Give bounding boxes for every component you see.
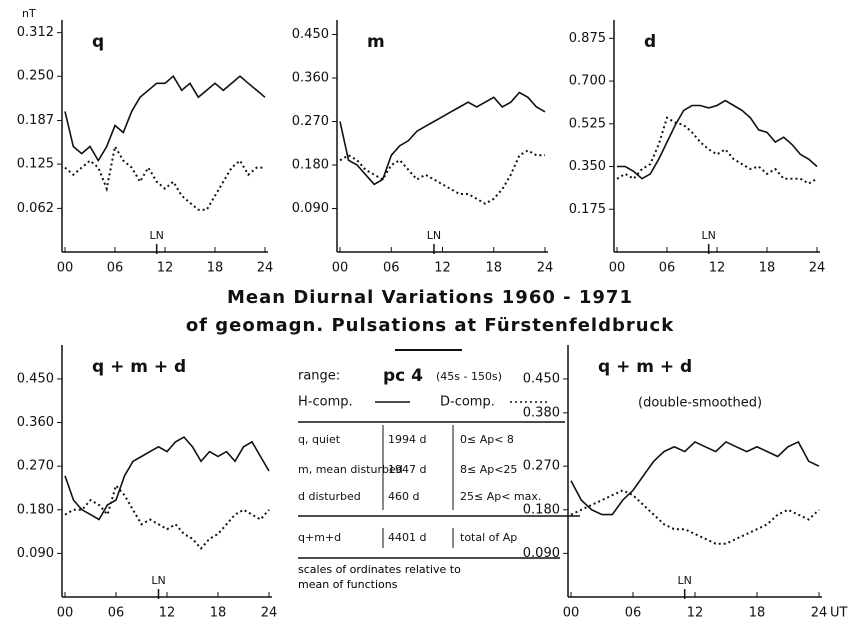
x-tick-label: 24 (537, 261, 554, 276)
info-cell: 1994 d (388, 433, 426, 446)
y-tick-label: 0.360 (17, 415, 54, 430)
y-tick-label: 0.875 (569, 31, 606, 46)
x-tick-label: 06 (108, 606, 125, 621)
y-tick-label: 0.180 (523, 502, 560, 517)
annotation: LN (149, 229, 163, 242)
chart-title: m (367, 32, 385, 52)
series-line (64, 143, 265, 211)
y-tick-label: 0.360 (292, 71, 329, 86)
range-label: range: (298, 369, 340, 384)
x-tick-label: 18 (749, 606, 766, 621)
note: scales of ordinates relative to mean of … (298, 563, 461, 591)
y-tick-label: 0.250 (17, 69, 54, 84)
y-tick-label: 0.090 (523, 546, 560, 561)
heading-line1: Mean Diurnal Variations 1960 - 1971 (227, 287, 633, 308)
y-tick-label: 0.090 (292, 201, 329, 216)
y-tick-label: 0.175 (569, 202, 606, 217)
heading-line2: of geomagn. Pulsations at Fürstenfeldbru… (186, 315, 674, 336)
annotation: LN (151, 574, 165, 587)
series-line (64, 483, 270, 551)
x-tick-label: 00 (609, 261, 626, 276)
series-line (339, 91, 546, 186)
annotation: LN (677, 574, 691, 587)
x-label: UT (830, 606, 848, 621)
series-line (64, 436, 270, 521)
x-tick-label: 00 (332, 261, 349, 276)
y-tick-label: 0.270 (523, 459, 560, 474)
annotation: LN (427, 229, 441, 242)
y-tick-label: 0.700 (569, 74, 606, 89)
series-line (570, 440, 820, 516)
x-tick-label: 18 (485, 261, 502, 276)
info-cell: q, quiet (298, 433, 341, 446)
y-tick-label: 0.350 (569, 159, 606, 174)
note-box: scales of ordinates relative to mean of … (298, 563, 461, 591)
x-tick-label: 24 (811, 606, 828, 621)
x-tick-label: 06 (107, 261, 124, 276)
x-tick-label: 00 (57, 606, 74, 621)
y-tick-label: 0.450 (292, 27, 329, 42)
x-tick-label: 24 (257, 261, 274, 276)
y-tick-label: 0.270 (17, 459, 54, 474)
x-tick-label: 24 (261, 606, 278, 621)
y-tick-label: 0.270 (292, 114, 329, 129)
y-tick-label: 0.062 (17, 201, 54, 216)
info-cell: d disturbed (298, 490, 361, 503)
x-tick-label: 06 (383, 261, 400, 276)
y-tick-label: 0.180 (292, 158, 329, 173)
d-comp: D-comp. (440, 395, 495, 410)
info-cell: 0≤ Ap< 8 (460, 433, 514, 446)
chart-subtitle: (double-smoothed) (638, 396, 762, 411)
y-tick-label: 0.125 (17, 157, 54, 172)
annotation: LN (701, 229, 715, 242)
y-label: nT (22, 7, 36, 20)
info-cell: m, mean disturbed (298, 463, 403, 476)
x-tick-label: 12 (709, 261, 726, 276)
series-line (617, 99, 818, 180)
y-tick-label: 0.180 (17, 502, 54, 517)
h-comp: H-comp. (298, 395, 353, 410)
x-tick-label: 18 (210, 606, 227, 621)
info-total: q+m+d (298, 531, 341, 544)
range-period: (45s - 150s) (436, 370, 502, 383)
chart-title: d (644, 32, 656, 52)
series-line (64, 74, 266, 163)
info-total: 4401 d (388, 531, 426, 544)
info-cell: 460 d (388, 490, 419, 503)
x-tick-label: 24 (809, 261, 826, 276)
y-tick-label: 0.090 (17, 546, 54, 561)
x-tick-label: 12 (159, 606, 176, 621)
y-tick-label: 0.450 (17, 371, 54, 386)
x-tick-label: 06 (659, 261, 676, 276)
series-line (570, 489, 820, 545)
info-cell: 25≤ Ap< max. (460, 490, 541, 503)
chart-title: q + m + d (598, 357, 692, 377)
x-tick-label: 18 (759, 261, 776, 276)
info-cell: 1947 d (388, 463, 426, 476)
series-line (339, 149, 545, 205)
info-total: total of Ap (460, 531, 517, 544)
series-line (616, 116, 818, 185)
x-tick-label: 12 (687, 606, 704, 621)
x-tick-label: 12 (434, 261, 451, 276)
chart-title: q (92, 32, 104, 52)
chart-title: q + m + d (92, 357, 186, 377)
y-tick-label: 0.380 (523, 405, 560, 420)
y-tick-label: 0.525 (569, 116, 606, 131)
x-tick-label: 12 (157, 261, 174, 276)
x-tick-label: 18 (207, 261, 224, 276)
range-value: pc 4 (383, 366, 423, 386)
x-tick-label: 00 (563, 606, 580, 621)
x-tick-label: 00 (57, 261, 74, 276)
y-tick-label: 0.312 (17, 25, 54, 40)
x-tick-label: 06 (625, 606, 642, 621)
info-cell: 8≤ Ap<25 (460, 463, 517, 476)
y-tick-label: 0.450 (523, 371, 560, 386)
y-tick-label: 0.187 (17, 113, 54, 128)
